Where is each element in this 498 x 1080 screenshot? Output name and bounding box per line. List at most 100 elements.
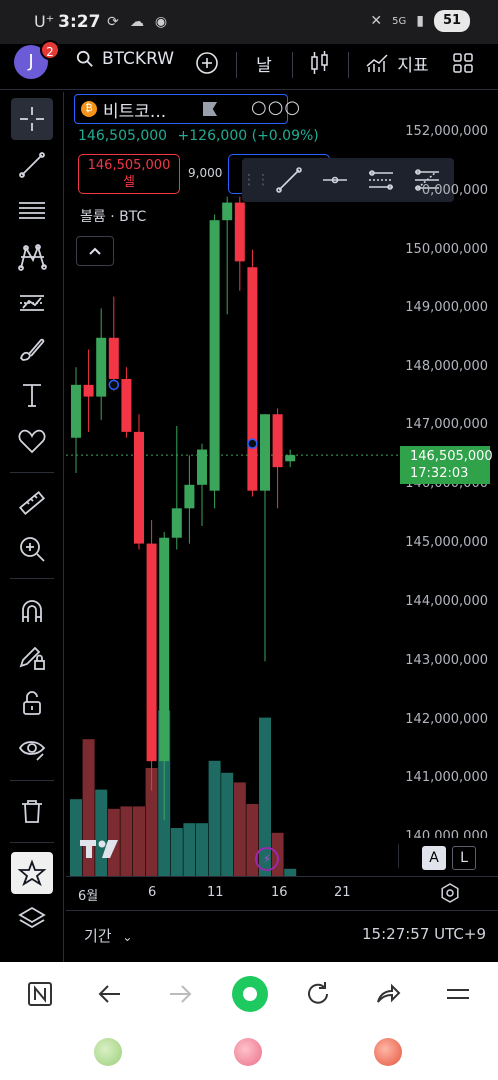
- price-axis-label: 148,000,000: [405, 359, 488, 374]
- volume-bar: [183, 823, 196, 876]
- interval-button[interactable]: 날: [256, 55, 272, 76]
- candle-body: [121, 378, 132, 432]
- time-axis-label: 16: [271, 885, 288, 900]
- date-range-button[interactable]: 기간 ⌄: [84, 925, 132, 946]
- cherry-icon[interactable]: [234, 1038, 262, 1066]
- indicators-icon: [366, 54, 388, 72]
- carrier-label: U⁺: [34, 12, 55, 31]
- volume-bar: [196, 823, 208, 876]
- symbol-legend[interactable]: ₿ 비트코... ○○○: [74, 94, 300, 124]
- brush-tool[interactable]: [11, 328, 53, 370]
- more-options-icon[interactable]: ○○○: [251, 97, 302, 118]
- chart-markers: [108, 379, 258, 449]
- symbol-name: 비트코...: [103, 101, 167, 122]
- hamburger-menu-icon: [447, 989, 469, 999]
- candle-body: [146, 543, 157, 762]
- magnet-tool[interactable]: [11, 590, 53, 632]
- forward-button[interactable]: [160, 974, 200, 1014]
- zoom-tool[interactable]: [11, 528, 53, 570]
- favorites-tool[interactable]: [11, 420, 53, 462]
- cloud-icon: ☁: [130, 14, 144, 30]
- trend-line-icon: [19, 152, 45, 178]
- volume-bar: [95, 789, 108, 876]
- time-axis[interactable]: 6월 6 11 16 21: [66, 876, 498, 910]
- axis-divider: [398, 844, 399, 868]
- toolbar-divider: [10, 578, 54, 579]
- status-time: 3:27: [58, 12, 101, 32]
- collapse-legend-button[interactable]: [76, 236, 114, 266]
- top-bar-divider: [348, 52, 349, 78]
- fib-tool[interactable]: [11, 190, 53, 232]
- auto-scale-button[interactable]: A: [422, 846, 446, 870]
- crosshair-tool[interactable]: [11, 98, 53, 140]
- symbol-search-button[interactable]: BTCKRW: [76, 49, 174, 69]
- horizontal-lines-icon: [19, 202, 45, 219]
- price-axis-label: 149,000,000: [405, 300, 488, 315]
- bitcoin-icon: ₿: [81, 101, 97, 117]
- status-notification-icons: ⟳ ☁ ◉: [104, 13, 170, 31]
- menu-button[interactable]: [438, 974, 478, 1014]
- price-axis-label: 143,000,000: [405, 653, 488, 668]
- log-scale-button[interactable]: L: [452, 846, 476, 870]
- network-type: 5G: [392, 15, 407, 27]
- chevron-down-icon: ⌄: [122, 930, 133, 944]
- legend-change: +126,000 (+0.09%): [177, 128, 319, 144]
- back-button[interactable]: [90, 974, 130, 1014]
- favorite-star-tool[interactable]: [11, 852, 53, 894]
- lock-drawing-tool[interactable]: [11, 636, 53, 678]
- pattern-tool[interactable]: [11, 236, 53, 278]
- text-icon: [23, 384, 41, 407]
- timezone-clock[interactable]: 15:27:57 UTC+9: [362, 925, 486, 943]
- home-button[interactable]: [230, 974, 270, 1014]
- sell-button[interactable]: 146,505,000 셀: [78, 154, 180, 194]
- refresh-icon: [308, 982, 328, 1004]
- volume-bar: [120, 806, 133, 876]
- red-apple-icon[interactable]: [374, 1038, 402, 1066]
- status-bar: U⁺ 3:27 ⟳ ☁ ◉ ✕ 5G ▮ 51: [0, 0, 498, 44]
- line-tool-button[interactable]: [266, 158, 312, 202]
- price-axis-label-partial: 0,000,000: [421, 183, 488, 198]
- legend-last-price: 146,505,000: [78, 128, 168, 144]
- trend-line-tool[interactable]: [11, 144, 53, 186]
- layout-button[interactable]: [450, 48, 476, 78]
- volume-bar: [133, 806, 145, 876]
- indicators-button[interactable]: 지표: [364, 48, 430, 78]
- zoom-in-icon: [20, 537, 45, 562]
- remove-drawings-tool[interactable]: [11, 790, 53, 832]
- chart-settings-icon[interactable]: [440, 883, 460, 903]
- chart-type-button[interactable]: [306, 48, 334, 78]
- candle-body: [272, 414, 283, 468]
- visibility-tool[interactable]: [11, 728, 53, 770]
- unlock-tool[interactable]: [11, 682, 53, 724]
- candle-body: [171, 508, 182, 538]
- heart-icon: [18, 429, 46, 454]
- reload-button[interactable]: [298, 974, 338, 1014]
- volume-bar: [233, 782, 246, 876]
- chart-pane[interactable]: ₿ 비트코... ○○○ 146,505,000 +126,000 (+0.09…: [66, 92, 498, 876]
- horizontal-ray-button[interactable]: [312, 158, 358, 202]
- parallel-channel-button[interactable]: [358, 158, 404, 202]
- volume-bar: [170, 828, 183, 876]
- chart-marker[interactable]: [108, 379, 120, 391]
- toolbar-divider: [10, 472, 54, 473]
- lightning-button[interactable]: ⚡: [255, 847, 279, 871]
- mute-icon: ✕: [370, 13, 383, 29]
- fib-retracement-button[interactable]: [404, 158, 450, 202]
- volume-bar: [259, 717, 271, 876]
- pencil-lock-icon: [19, 646, 45, 670]
- notion-button[interactable]: [20, 974, 60, 1014]
- share-button[interactable]: [368, 974, 408, 1014]
- text-tool[interactable]: [11, 374, 53, 416]
- drag-handle-icon[interactable]: ⋮⋮: [242, 172, 270, 188]
- star-icon: [17, 859, 47, 887]
- compare-button[interactable]: [194, 48, 220, 78]
- battery-indicator: 51: [434, 10, 470, 32]
- chart-marker[interactable]: [247, 438, 258, 449]
- object-tree-tool[interactable]: [11, 898, 53, 940]
- flag-icon[interactable]: [203, 102, 217, 116]
- volume-bar: [208, 760, 221, 876]
- forecast-tool[interactable]: [11, 282, 53, 324]
- sell-price: 146,505,000: [87, 158, 171, 173]
- green-apple-icon[interactable]: [94, 1038, 122, 1066]
- measure-tool[interactable]: [11, 482, 53, 524]
